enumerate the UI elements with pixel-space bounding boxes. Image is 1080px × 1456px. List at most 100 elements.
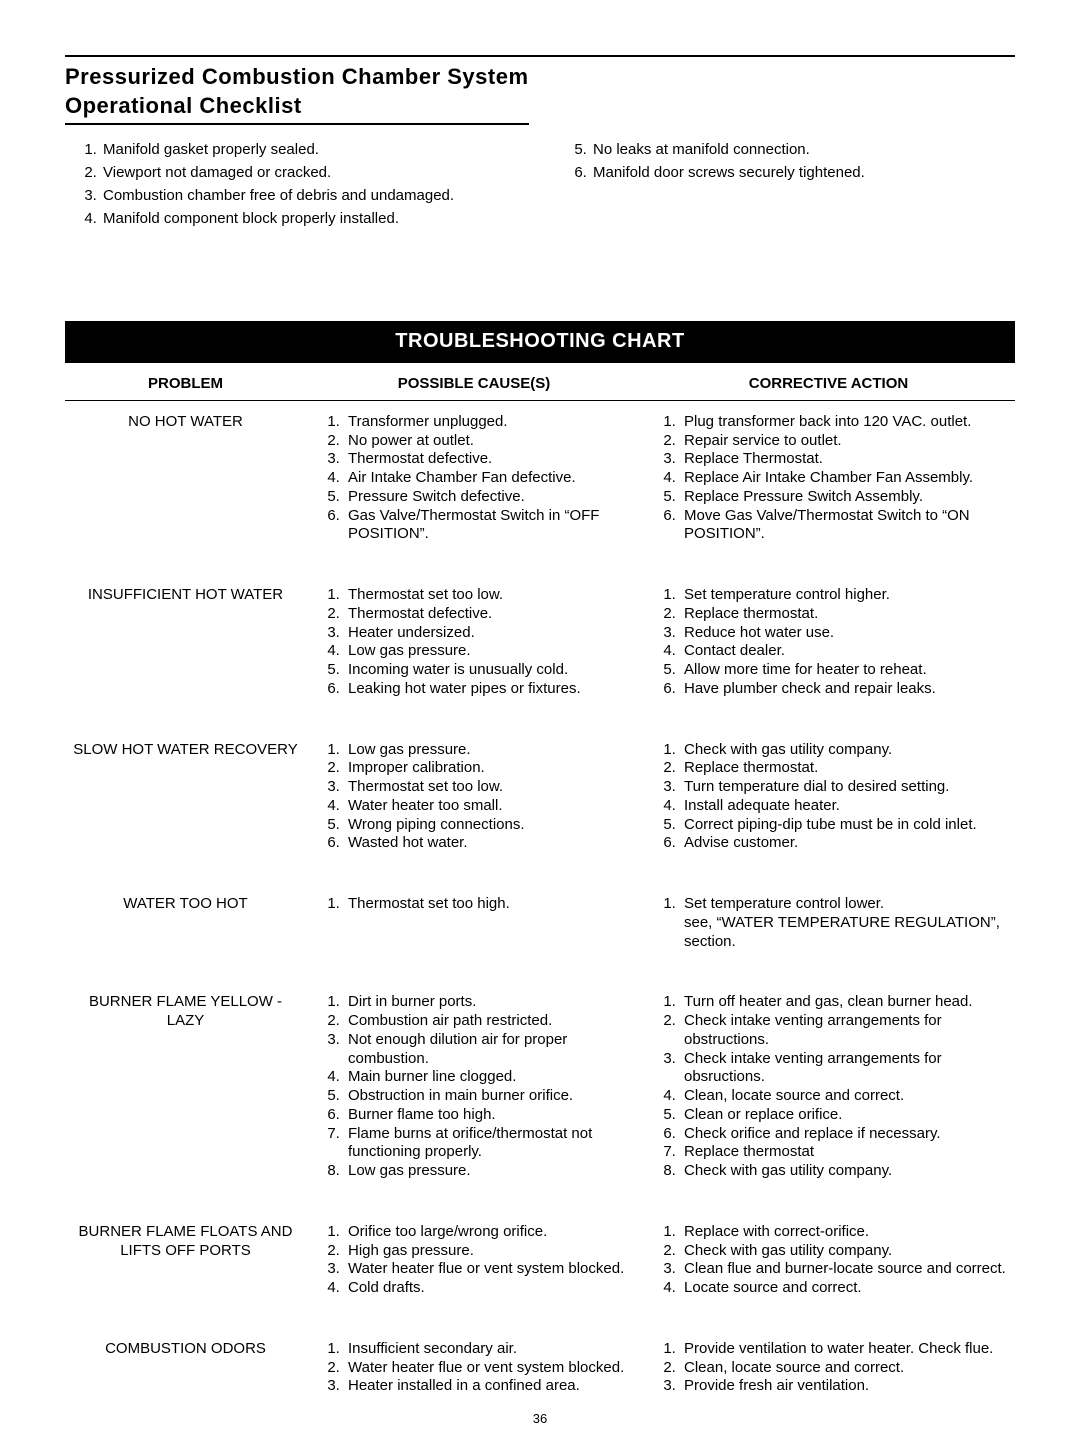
cause-item: Orifice too large/wrong orifice. (344, 1223, 634, 1242)
cause-item: Thermostat defective. (344, 450, 634, 469)
cause-item: Obstruction in main burner orifice. (344, 1087, 634, 1106)
cause-item: Air Intake Chamber Fan defective. (344, 469, 634, 488)
action-item: Check intake venting arrangements for ob… (680, 1012, 1007, 1050)
cause-item: Low gas pressure. (344, 642, 634, 661)
causes-cell: Thermostat set too high. (306, 883, 642, 981)
cause-item: Pressure Switch defective. (344, 488, 634, 507)
action-item: Replace Pressure Switch Assembly. (680, 488, 1007, 507)
action-cell: Replace with correct-orifice.Check with … (642, 1211, 1015, 1328)
table-row: INSUFFICIENT HOT WATERThermostat set too… (65, 574, 1015, 729)
action-item: Provide ventilation to water heater. Che… (680, 1340, 1007, 1359)
checklist-list-right: No leaks at manifold connection.Manifold… (555, 139, 1015, 183)
action-item: Clean, locate source and correct. (680, 1359, 1007, 1378)
cause-item: Burner flame too high. (344, 1106, 634, 1125)
action-item: Turn temperature dial to desired setting… (680, 778, 1007, 797)
col-problem: PROBLEM (65, 369, 306, 400)
checklist-item: Manifold door screws securely tightened. (591, 162, 1015, 183)
checklist-item: No leaks at manifold connection. (591, 139, 1015, 160)
cause-item: Water heater too small. (344, 797, 634, 816)
action-item: Check with gas utility company. (680, 1242, 1007, 1261)
cause-item: Heater installed in a confined area. (344, 1377, 634, 1396)
cause-item: Insufficient secondary air. (344, 1340, 634, 1359)
action-cell: Set temperature control higher.Replace t… (642, 574, 1015, 729)
checklist-item: Manifold component block properly instal… (101, 208, 525, 229)
cause-item: Water heater flue or vent system blocked… (344, 1260, 634, 1279)
table-row: BURNER FLAME YELLOW - LAZYDirt in burner… (65, 981, 1015, 1211)
checklist-col-right: No leaks at manifold connection.Manifold… (525, 139, 1015, 231)
action-item: Replace with correct-orifice. (680, 1223, 1007, 1242)
action-item: Check orifice and replace if necessary. (680, 1125, 1007, 1144)
action-item: Repair service to outlet. (680, 432, 1007, 451)
action-cell: Set temperature control lower.see, “WATE… (642, 883, 1015, 981)
cause-item: Dirt in burner ports. (344, 993, 634, 1012)
action-item: Replace thermostat. (680, 605, 1007, 624)
cause-item: Leaking hot water pipes or fixtures. (344, 680, 634, 699)
action-item: Check with gas utility company. (680, 741, 1007, 760)
cause-item: Thermostat set too low. (344, 778, 634, 797)
checklist-list-left: Manifold gasket properly sealed.Viewport… (65, 139, 525, 229)
col-causes: POSSIBLE CAUSE(S) (306, 369, 642, 400)
cause-item: Wasted hot water. (344, 834, 634, 853)
action-item: Replace thermostat (680, 1143, 1007, 1162)
problem-cell: BURNER FLAME YELLOW - LAZY (65, 981, 306, 1211)
action-item: Reduce hot water use. (680, 624, 1007, 643)
action-item: Clean flue and burner-locate source and … (680, 1260, 1007, 1279)
causes-cell: Dirt in burner ports.Combustion air path… (306, 981, 642, 1211)
action-item: Advise customer. (680, 834, 1007, 853)
checklist-heading: Pressurized Combustion Chamber System Op… (65, 63, 529, 125)
table-row: NO HOT WATERTransformer unplugged.No pow… (65, 400, 1015, 574)
cause-item: Combustion air path restricted. (344, 1012, 634, 1031)
cause-item: Heater undersized. (344, 624, 634, 643)
causes-cell: Orifice too large/wrong orifice.High gas… (306, 1211, 642, 1328)
action-item: Have plumber check and repair leaks. (680, 680, 1007, 699)
action-cell: Plug transformer back into 120 VAC. outl… (642, 400, 1015, 574)
table-body: NO HOT WATERTransformer unplugged.No pow… (65, 400, 1015, 1426)
action-item: Clean, locate source and correct. (680, 1087, 1007, 1106)
problem-cell: BURNER FLAME FLOATS AND LIFTS OFF PORTS (65, 1211, 306, 1328)
action-item: Replace Air Intake Chamber Fan Assembly. (680, 469, 1007, 488)
checklist-col-left: Manifold gasket properly sealed.Viewport… (65, 139, 525, 231)
action-item: Allow more time for heater to reheat. (680, 661, 1007, 680)
cause-item: No power at outlet. (344, 432, 634, 451)
action-item: Turn off heater and gas, clean burner he… (680, 993, 1007, 1012)
page-number: 36 (0, 1411, 1080, 1426)
causes-cell: Thermostat set too low.Thermostat defect… (306, 574, 642, 729)
action-item: Check intake venting arrangements for ob… (680, 1050, 1007, 1088)
action-item: Clean or replace orifice. (680, 1106, 1007, 1125)
action-item: Replace Thermostat. (680, 450, 1007, 469)
cause-item: Incoming water is unusually cold. (344, 661, 634, 680)
action-item: Install adequate heater. (680, 797, 1007, 816)
table-row: WATER TOO HOT Thermostat set too high. Set… (65, 883, 1015, 981)
col-action: CORRECTIVE ACTION (642, 369, 1015, 400)
cause-item: Low gas pressure. (344, 1162, 634, 1181)
table-row: SLOW HOT WATER RECOVERYLow gas pressure.… (65, 729, 1015, 884)
troubleshooting-banner: TROUBLESHOOTING CHART (65, 321, 1015, 363)
table-header-row: PROBLEM POSSIBLE CAUSE(S) CORRECTIVE ACT… (65, 369, 1015, 400)
problem-cell: SLOW HOT WATER RECOVERY (65, 729, 306, 884)
troubleshooting-table: PROBLEM POSSIBLE CAUSE(S) CORRECTIVE ACT… (65, 369, 1015, 1426)
checklist: Manifold gasket properly sealed.Viewport… (65, 139, 1015, 231)
cause-item: Wrong piping connections. (344, 816, 634, 835)
checklist-item: Manifold gasket properly sealed. (101, 139, 525, 160)
checklist-item: Combustion chamber free of debris and un… (101, 185, 525, 206)
problem-cell: NO HOT WATER (65, 400, 306, 574)
cause-item: Gas Valve/Thermostat Switch in “OFF POSI… (344, 507, 634, 545)
table-row: BURNER FLAME FLOATS AND LIFTS OFF PORTSO… (65, 1211, 1015, 1328)
action-item: Plug transformer back into 120 VAC. outl… (680, 413, 1007, 432)
cause-item: Transformer unplugged. (344, 413, 634, 432)
action-item: Provide fresh air ventilation. (680, 1377, 1007, 1396)
action-cell: Turn off heater and gas, clean burner he… (642, 981, 1015, 1211)
cause-item: Flame burns at orifice/thermostat not fu… (344, 1125, 634, 1163)
causes-cell: Transformer unplugged.No power at outlet… (306, 400, 642, 574)
action-item: Locate source and correct. (680, 1279, 1007, 1298)
cause-item: Thermostat set too high. (344, 895, 634, 914)
cause-item: Improper calibration. (344, 759, 634, 778)
cause-item: Main burner line clogged. (344, 1068, 634, 1087)
cause-item: Not enough dilution air for proper combu… (344, 1031, 634, 1069)
problem-cell: WATER TOO HOT (65, 883, 306, 981)
action-item: Correct piping-dip tube must be in cold … (680, 816, 1007, 835)
top-rule (65, 55, 1015, 57)
cause-item: High gas pressure. (344, 1242, 634, 1261)
heading-line-2: Operational Checklist (65, 93, 302, 118)
action-item: Check with gas utility company. (680, 1162, 1007, 1181)
